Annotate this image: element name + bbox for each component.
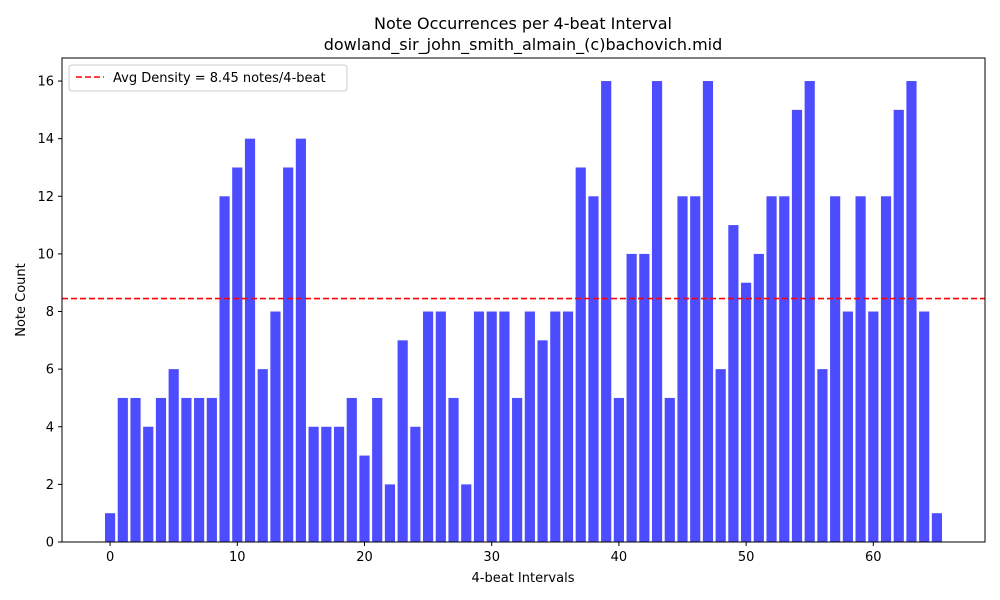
bar	[143, 426, 154, 542]
x-tick-label: 50	[738, 550, 755, 565]
bar	[842, 311, 853, 542]
bar	[321, 426, 332, 542]
bar	[333, 426, 345, 542]
y-tick-label: 10	[37, 247, 54, 262]
x-tick-label: 40	[611, 550, 628, 565]
bar	[651, 81, 663, 543]
bar	[257, 369, 268, 542]
bar	[232, 167, 243, 542]
bar	[384, 484, 396, 542]
bar	[728, 225, 739, 542]
y-tick-label: 14	[37, 132, 54, 147]
bar	[613, 397, 624, 542]
bar	[919, 311, 930, 542]
y-tick-label: 16	[37, 75, 54, 90]
bar	[601, 81, 612, 543]
bar	[550, 311, 561, 542]
y-tick-label: 0	[46, 536, 54, 551]
axes-group: 0 10 20 30 40 50 60 0 2 4 6 8 10 12 14 16	[37, 57, 986, 565]
bar	[562, 311, 574, 542]
bar	[575, 167, 586, 542]
plot-frame	[61, 57, 986, 543]
bar	[906, 81, 917, 543]
x-tick-label: 30	[483, 550, 500, 565]
bar	[626, 253, 637, 542]
bar	[270, 311, 281, 542]
bar	[219, 196, 230, 543]
bar	[473, 311, 485, 542]
bar	[855, 196, 866, 543]
bar	[295, 138, 306, 542]
legend: Avg Density = 8.45 notes/4-beat	[68, 64, 348, 92]
bar	[410, 426, 421, 542]
bar	[715, 369, 726, 542]
chart-title: Note Occurrences per 4-beat Interval	[374, 14, 672, 33]
bar	[486, 311, 497, 542]
x-tick-label: 20	[356, 550, 373, 565]
bars-group	[104, 81, 943, 543]
bar	[880, 196, 892, 543]
legend-frame	[68, 64, 348, 92]
bar	[817, 369, 828, 542]
y-tick-label: 12	[37, 190, 54, 205]
bar	[830, 196, 841, 543]
bar	[181, 397, 192, 542]
bar	[779, 196, 790, 543]
x-tick-label: 0	[106, 550, 114, 565]
bar	[804, 81, 815, 543]
x-tick-label: 60	[865, 550, 882, 565]
y-tick-label: 2	[46, 478, 54, 493]
bar	[791, 109, 803, 542]
bar	[664, 397, 675, 542]
bar	[346, 397, 357, 542]
y-tick-label: 4	[46, 420, 54, 435]
bar	[893, 109, 904, 542]
bar	[766, 196, 777, 543]
y-tick-label: 8	[46, 305, 54, 320]
bar	[499, 311, 510, 542]
bar	[308, 426, 319, 542]
bar	[117, 397, 128, 542]
x-axis-label: 4-beat Intervals	[472, 571, 575, 586]
bar	[461, 484, 472, 542]
bar	[639, 253, 650, 542]
y-axis-label: Note Count	[14, 263, 29, 337]
bar	[244, 138, 256, 542]
bar	[741, 282, 752, 542]
bar	[512, 397, 523, 542]
bar	[372, 397, 383, 542]
bar	[588, 196, 599, 543]
bar	[435, 311, 446, 542]
bar	[130, 397, 141, 542]
bar	[359, 455, 370, 542]
bar	[690, 196, 701, 543]
bar	[283, 167, 294, 542]
legend-label: Avg Density = 8.45 notes/4-beat	[113, 71, 326, 86]
bar	[753, 253, 764, 542]
y-tick-label: 6	[46, 363, 54, 378]
chart-subtitle: dowland_sir_john_smith_almain_(c)bachovi…	[324, 35, 723, 55]
bar	[155, 397, 167, 542]
bar	[931, 513, 943, 542]
bar	[168, 369, 179, 542]
bar	[448, 397, 459, 542]
bar	[104, 513, 116, 542]
bar	[702, 81, 714, 543]
x-tick-label: 10	[229, 550, 246, 565]
bar	[194, 397, 205, 542]
bar	[868, 311, 879, 542]
bar	[524, 311, 535, 542]
bar	[537, 340, 548, 542]
bar	[423, 311, 434, 542]
bar	[397, 340, 408, 542]
bar	[677, 196, 688, 543]
bar	[206, 397, 217, 542]
